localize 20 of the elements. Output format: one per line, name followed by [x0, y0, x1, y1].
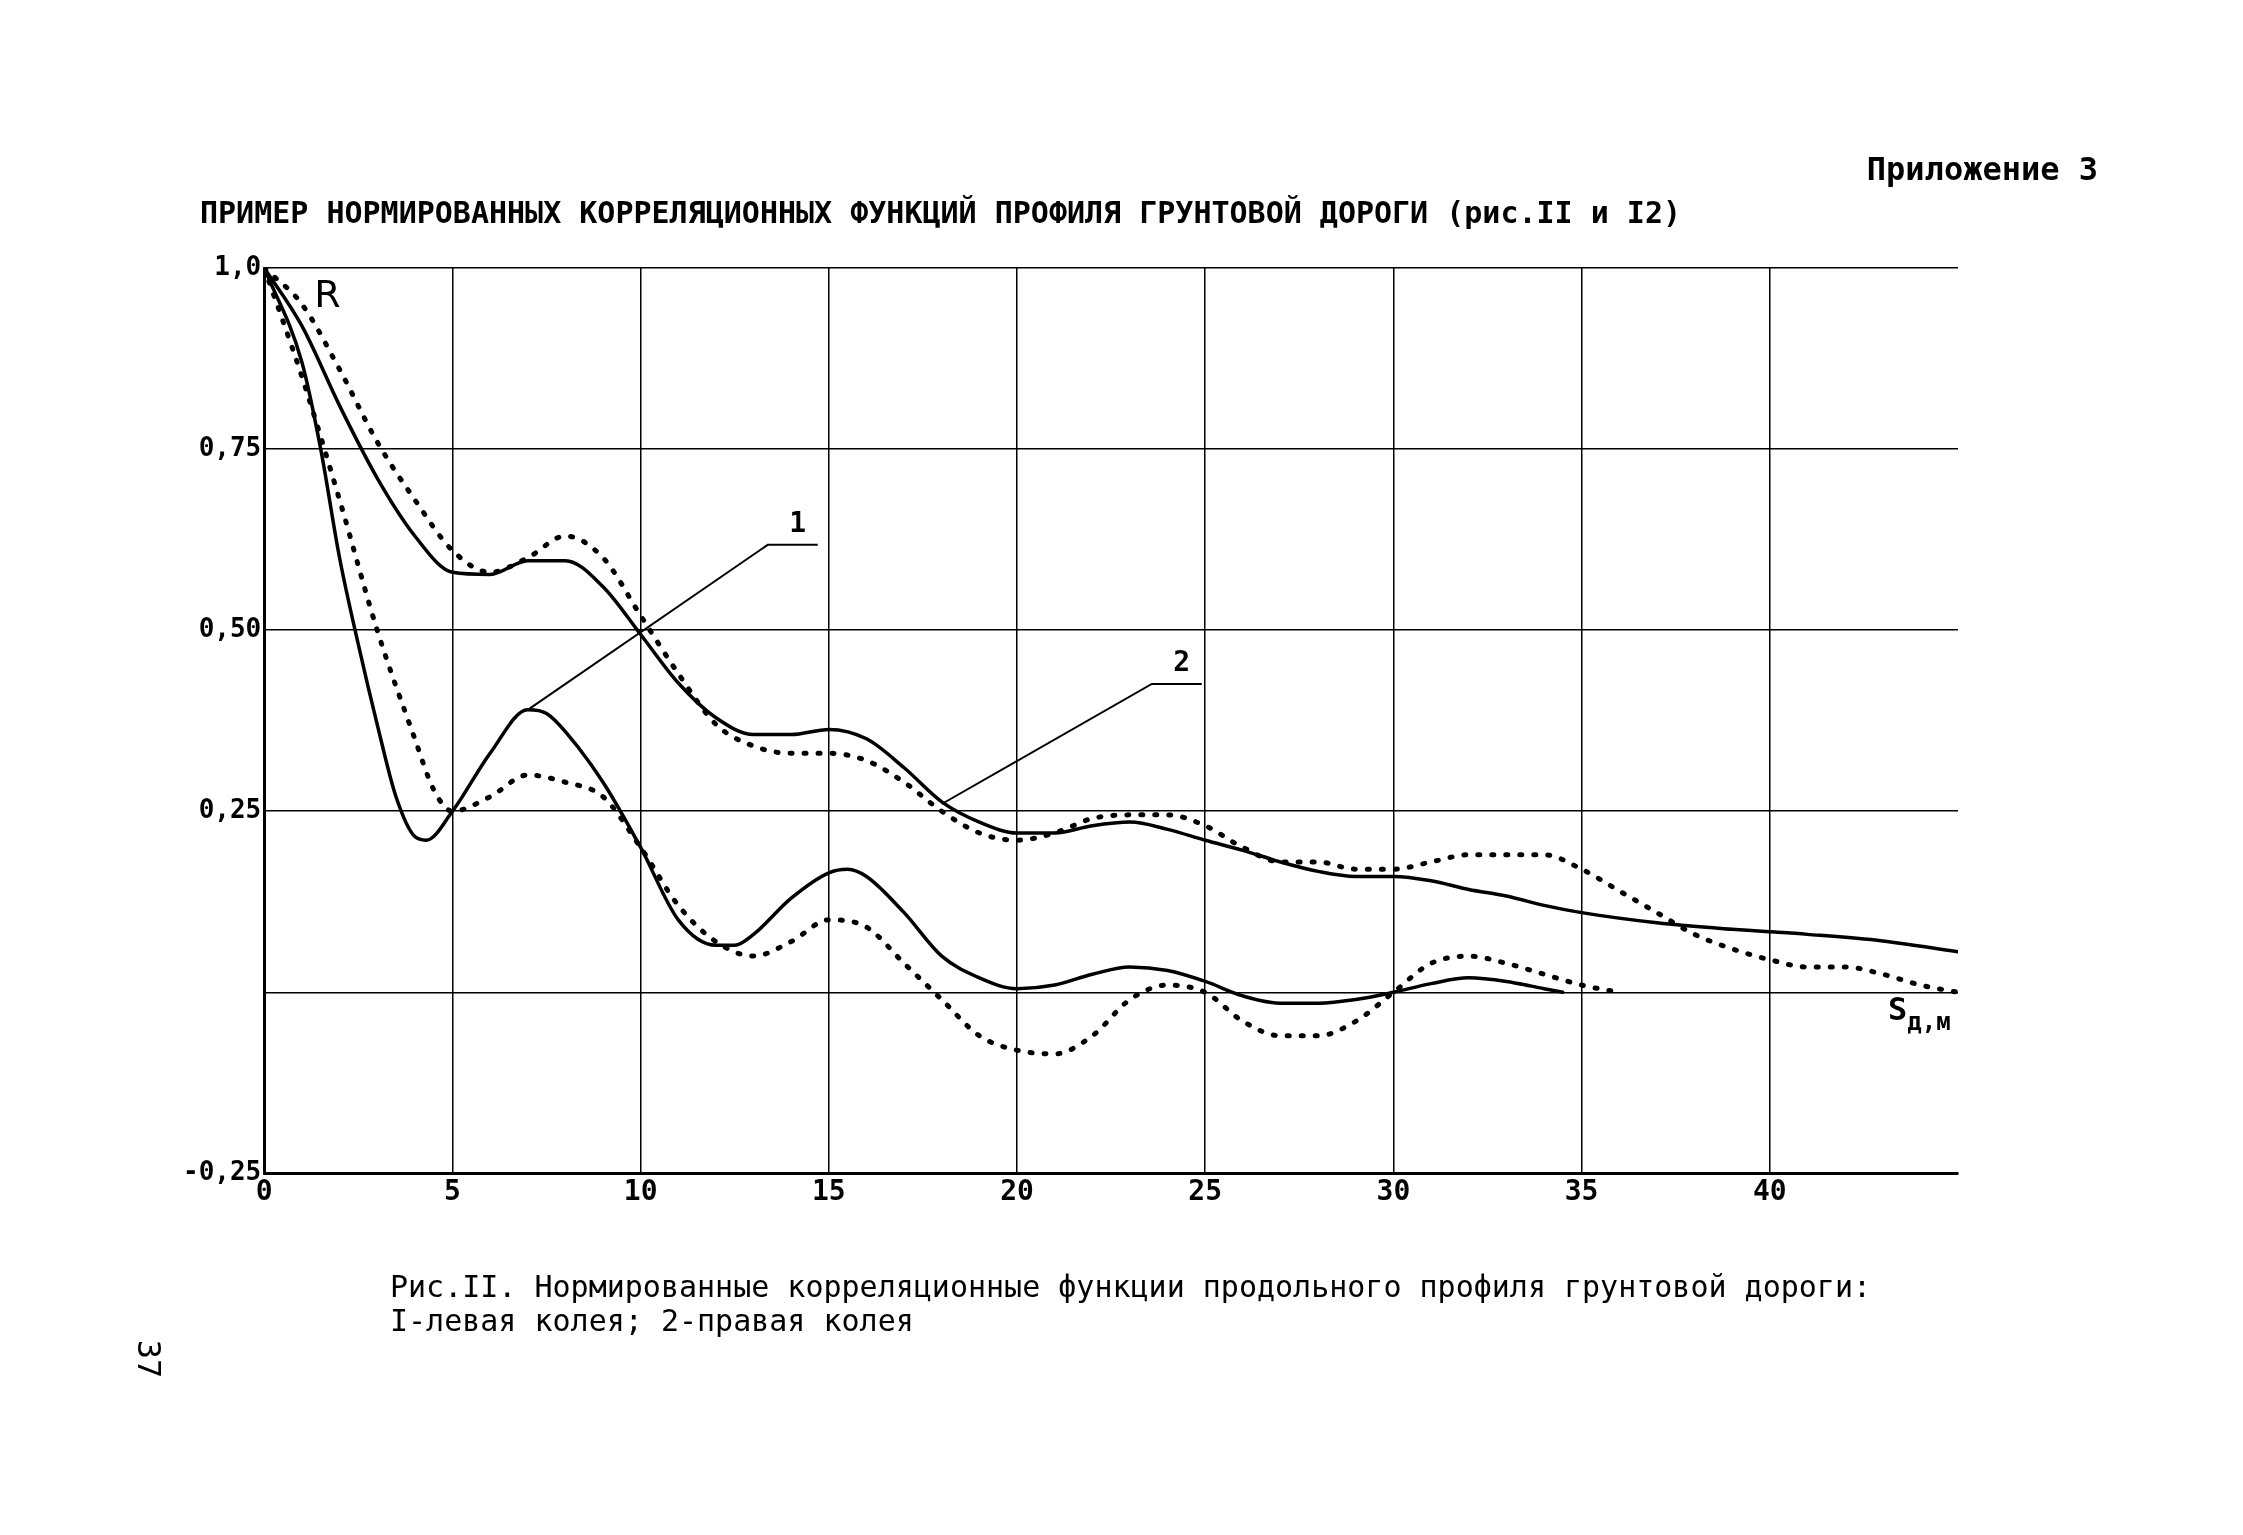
x-tick-label: 15	[811, 1174, 846, 1208]
x-tick-label: 5	[444, 1174, 461, 1208]
x-tick-label: 40	[1752, 1174, 1787, 1208]
y-axis-title: R	[314, 271, 341, 316]
chart-title: ПРИМЕР НОРМИРОВАННЫХ КОРРЕЛЯЦИОННЫХ ФУНКЦИЙ ПРОФИЛЯ ГРУНТОВОЙ ДОРОГИ (рис.II и I2)	[200, 195, 1682, 230]
x-tick-label: 20	[1000, 1174, 1034, 1208]
text: Рис.II. Нормированные корреляционные функции продольного профиля грунтовой дороги:	[390, 1269, 1872, 1304]
x-tick-label: 10	[623, 1174, 658, 1208]
y-tick-label: 0,25	[198, 793, 262, 824]
y-tick-label: 1,0	[214, 250, 262, 281]
annotation: 1	[789, 506, 807, 540]
annotation: 2	[1173, 645, 1191, 679]
x-tick-label: 30	[1376, 1174, 1411, 1208]
text: 37	[130, 1339, 169, 1379]
y-tick-label: 0,50	[198, 612, 262, 643]
x-tick-label: 35	[1564, 1174, 1599, 1208]
text: I-левая колея; 2-правая колея	[390, 1303, 915, 1338]
text: Приложение 3	[1866, 150, 2098, 188]
y-tick-label: 0,75	[198, 431, 262, 462]
x-tick-label: 25	[1188, 1174, 1223, 1208]
